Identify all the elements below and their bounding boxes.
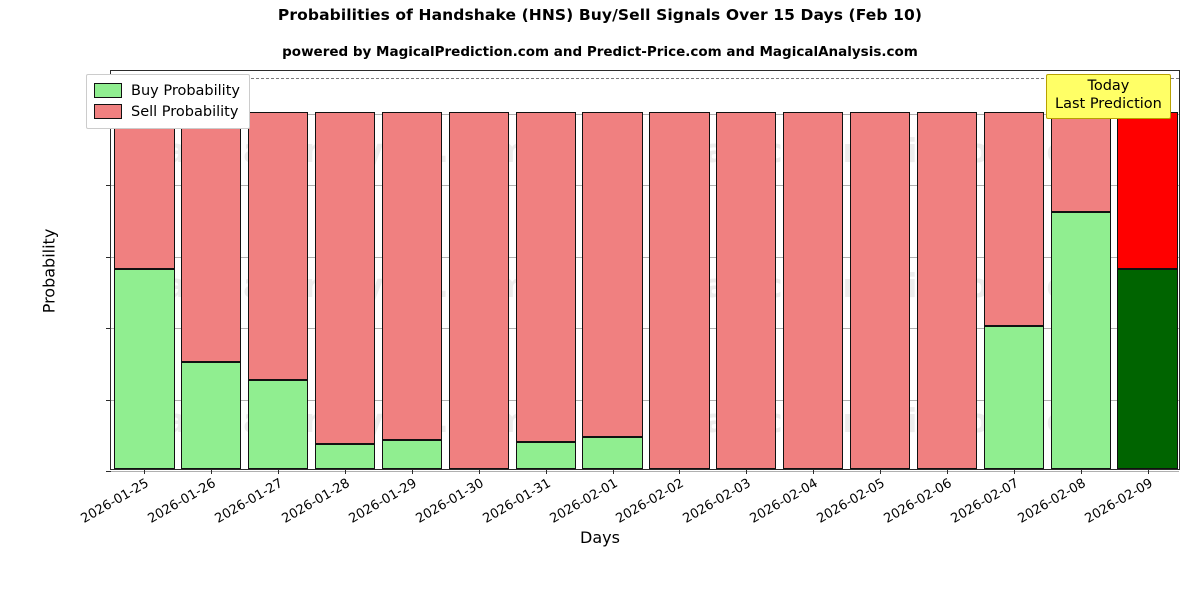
x-tick-mark	[411, 469, 413, 474]
x-tick-mark	[478, 469, 480, 474]
bar-segment-sell[interactable]	[314, 111, 376, 444]
bar-segment-sell[interactable]	[248, 111, 309, 380]
x-tick-mark	[1080, 469, 1082, 474]
y-tick-mark	[106, 185, 111, 187]
bar-segment-buy[interactable]	[582, 436, 643, 469]
gridline	[111, 399, 1179, 401]
bar-segment-sell[interactable]	[181, 111, 242, 362]
legend-swatch-buy	[94, 83, 122, 98]
x-tick-mark	[813, 469, 815, 474]
y-axis-label: Probability	[39, 228, 59, 314]
legend-item-buy: Buy Probability	[94, 80, 240, 101]
bar-segment-sell[interactable]	[381, 111, 443, 441]
x-tick-mark	[946, 469, 948, 474]
chart-subtitle: powered by MagicalPrediction.com and Pre…	[282, 44, 918, 60]
y-tick-mark	[106, 256, 111, 258]
x-tick-mark	[545, 469, 547, 474]
bar-segment-sell[interactable]	[849, 111, 911, 469]
x-tick-mark	[345, 469, 347, 474]
x-tick-mark	[1147, 469, 1149, 474]
bar-segment-buy[interactable]	[314, 444, 376, 469]
bar-segment-sell[interactable]	[916, 111, 978, 469]
bar-group[interactable]	[783, 69, 844, 469]
gridline	[111, 256, 1179, 258]
bar-group[interactable]	[515, 69, 576, 469]
bar-segment-sell[interactable]	[649, 111, 710, 469]
y-tick-mark	[106, 471, 111, 472]
x-tick-mark	[211, 469, 213, 474]
bar-group[interactable]	[248, 69, 309, 469]
today-annotation-line2: Last Prediction	[1055, 95, 1162, 112]
bar-segment-buy[interactable]	[1050, 211, 1111, 469]
legend-swatch-sell	[94, 104, 122, 119]
x-tick-mark	[880, 469, 882, 474]
today-annotation: Today Last Prediction	[1046, 74, 1171, 120]
chart-title: Probabilities of Handshake (HNS) Buy/Sel…	[277, 6, 923, 24]
x-axis-label: Days	[580, 528, 620, 547]
bar-group[interactable]	[381, 69, 443, 469]
bar-segment-sell[interactable]	[515, 111, 576, 443]
bar-group[interactable]	[114, 69, 175, 469]
bar-segment-sell[interactable]	[448, 111, 509, 469]
chart-legend: Buy Probability Sell Probability	[86, 74, 250, 129]
bar-group[interactable]	[916, 69, 978, 469]
bar-segment-sell[interactable]	[783, 111, 844, 469]
bar-segment-sell[interactable]	[716, 111, 777, 469]
gridline	[111, 185, 1179, 187]
bar-segment-buy[interactable]	[114, 269, 175, 469]
bar-segment-sell[interactable]	[114, 111, 175, 269]
bar-group[interactable]	[716, 69, 777, 469]
bar-group[interactable]	[983, 69, 1044, 469]
bar-group[interactable]	[1050, 69, 1111, 469]
y-tick-mark	[106, 328, 111, 330]
gridline	[111, 471, 1179, 472]
x-tick-mark	[144, 469, 146, 474]
bar-segment-buy[interactable]	[248, 379, 309, 469]
bar-group[interactable]	[181, 69, 242, 469]
x-tick-mark	[612, 469, 614, 474]
bar-segment-buy[interactable]	[381, 440, 443, 469]
bar-group[interactable]	[849, 69, 911, 469]
x-tick-mark	[278, 469, 280, 474]
bar-segment-buy[interactable]	[181, 361, 242, 469]
bar-group[interactable]	[582, 69, 643, 469]
gridline	[111, 328, 1179, 330]
legend-item-sell: Sell Probability	[94, 101, 240, 122]
bar-group[interactable]	[314, 69, 376, 469]
y-tick-mark	[106, 399, 111, 401]
bar-segment-sell[interactable]	[1117, 111, 1178, 269]
bar-group[interactable]	[1117, 69, 1178, 469]
bar-segment-buy[interactable]	[983, 326, 1044, 469]
bar-segment-sell[interactable]	[582, 111, 643, 437]
bar-segment-buy[interactable]	[515, 442, 576, 469]
x-tick-mark	[679, 469, 681, 474]
bar-segment-buy[interactable]	[1117, 269, 1178, 469]
x-tick-mark	[1013, 469, 1015, 474]
bar-segment-sell[interactable]	[1050, 111, 1111, 212]
legend-label-sell: Sell Probability	[131, 103, 239, 120]
bar-segment-sell[interactable]	[983, 111, 1044, 327]
reference-dashed-line	[111, 78, 1179, 80]
bar-group[interactable]	[448, 69, 509, 469]
legend-label-buy: Buy Probability	[131, 82, 240, 99]
x-tick-mark	[746, 469, 748, 474]
plot-area: MagicalAnalysis.comMagicalPrediction.com…	[40, 69, 1180, 527]
today-annotation-line1: Today	[1087, 78, 1130, 94]
gridline	[111, 113, 1179, 115]
bar-group[interactable]	[649, 69, 710, 469]
